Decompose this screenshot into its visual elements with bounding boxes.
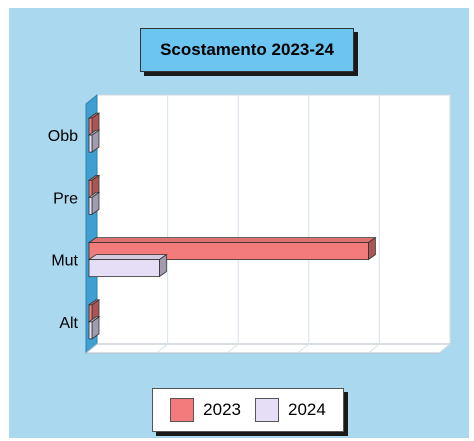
plot-floor: [84, 343, 452, 354]
legend-swatch-2024: [255, 398, 279, 422]
bar-top: [87, 237, 377, 244]
plot-svg: Obb Pre Mut Alt: [48, 93, 452, 355]
bar-2023-Obb: [88, 117, 93, 136]
chart-title: Scostamento 2023-24: [140, 28, 354, 72]
plot-layer: Obb Pre Mut Alt: [48, 93, 452, 355]
plot-back-wall: [96, 94, 451, 345]
legend-label-2023: 2023: [203, 400, 241, 419]
category-label: Mut: [51, 253, 78, 270]
grid-line-floor: [156, 343, 168, 354]
bar-2024-Mut: [88, 259, 160, 278]
category-label: Alt: [59, 315, 78, 332]
legend: 2023 2024: [152, 388, 344, 432]
legend-item-2023: 2023: [170, 398, 241, 422]
chart-area: Scostamento 2023-24 Obb Pre Mut Alt 2023 20…: [9, 8, 469, 438]
bar-2024-Obb: [88, 134, 93, 153]
bar-2023-Alt: [88, 304, 93, 323]
legend-label-2024: 2024: [288, 400, 326, 419]
grid-line-floor: [226, 343, 239, 354]
legend-swatch-2023: [170, 398, 195, 422]
grid-line-floor: [297, 343, 310, 354]
bar-top: [87, 254, 168, 261]
bar-2023-Pre: [88, 179, 93, 198]
grid-line-floor: [368, 343, 380, 354]
grid-line-floor: [438, 343, 451, 354]
bar-2024-Alt: [88, 321, 93, 340]
bar-2024-Pre: [88, 196, 93, 215]
legend-item-2024: 2024: [255, 398, 326, 422]
category-label: Pre: [53, 190, 78, 207]
category-label: Obb: [48, 128, 78, 145]
